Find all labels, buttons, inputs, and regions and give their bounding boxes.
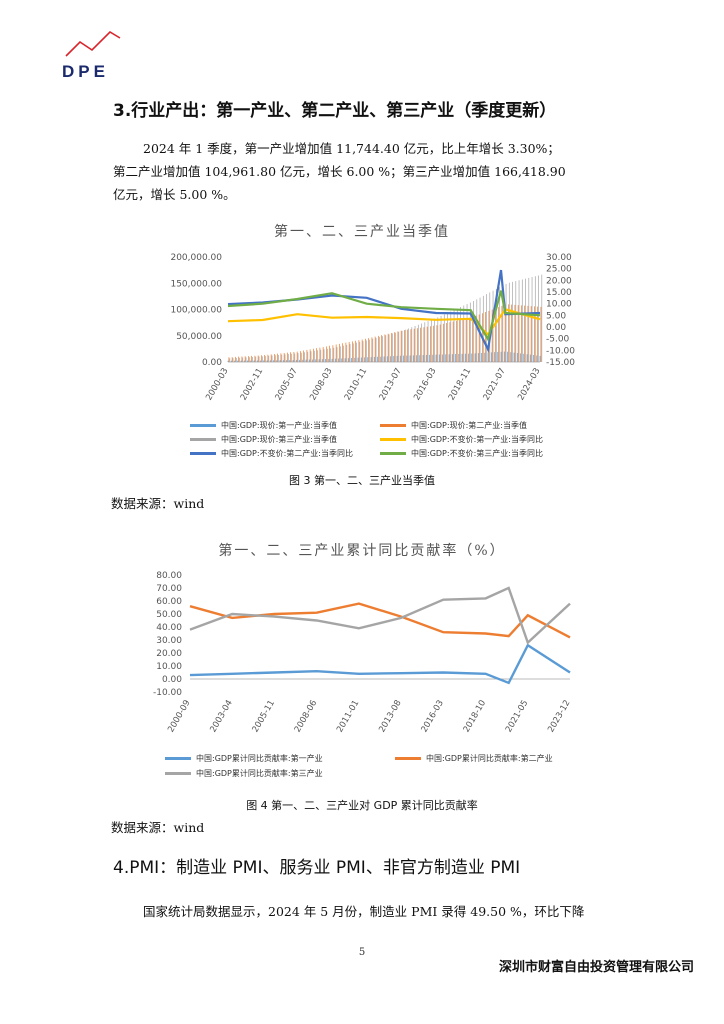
chart1-right-tick: -5.00	[546, 335, 570, 345]
figure4-source: 数据来源：wind	[111, 820, 205, 835]
chart1-title: 第一、二、三产业当季值	[274, 224, 450, 240]
chart2-y-tick: 80.00	[156, 571, 182, 581]
chart1-legend-label: 中国:GDP:不变价:第三产业:当季同比	[411, 449, 543, 458]
chart1-right-tick: 25.00	[546, 265, 572, 275]
chart2-x-tick: 2016-03	[420, 699, 446, 735]
chart2-y-tick: 10.00	[156, 662, 182, 672]
chart1-x-tick: 2016-03	[412, 367, 438, 403]
para-line-3: 亿元，增长 5.00 %。	[113, 187, 236, 202]
chart2-legend-label: 中国:GDP累计同比贡献率:第三产业	[196, 769, 323, 778]
para-line-1: 2024 年 1 季度，第一产业增加值 11,744.40 亿元，比上年增长 3…	[143, 141, 560, 156]
section4-paragraph: 国家统计局数据显示，2024 年 5 月份，制造业 PMI 录得 49.50 %…	[113, 900, 653, 923]
chart1-legend-label: 中国:GDP:不变价:第一产业:当季同比	[411, 435, 543, 444]
chart2-y-tick: 40.00	[156, 623, 182, 633]
chart2-title: 第一、二、三产业累计同比贡献率（%）	[218, 543, 506, 559]
figure3-source: 数据来源：wind	[111, 496, 205, 511]
chart1-right-tick: 10.00	[546, 300, 572, 310]
figure3-caption: 图 3 第一、二、三产业当季值	[289, 474, 435, 487]
chart2-y-tick: 30.00	[156, 636, 182, 646]
page-number: 5	[358, 947, 366, 958]
chart2-x-tick: 2013-08	[377, 699, 403, 735]
chart1-x-tick: 2002-11	[239, 367, 265, 403]
chart1-legend-label: 中国:GDP:现价:第三产业:当季值	[221, 435, 337, 444]
chart1-legend-item: 中国:GDP:不变价:第三产业:当季同比	[380, 448, 543, 459]
chart2-x-tick: 2005-11	[251, 699, 277, 735]
chart2-legend-item: 中国:GDP累计同比贡献率:第三产业	[165, 768, 323, 779]
chart2-legend-label: 中国:GDP累计同比贡献率:第一产业	[196, 754, 323, 763]
chart2-legend-item: 中国:GDP累计同比贡献率:第一产业	[165, 753, 323, 764]
dpe-logo-icon	[65, 30, 121, 57]
chart2-line	[189, 643, 571, 685]
chart1-right-tick: -10.00	[546, 346, 575, 356]
chart2-y-tick: 50.00	[156, 610, 182, 620]
chart1-left-tick: 50,000.00	[176, 332, 222, 342]
chart2-y-tick: 60.00	[156, 597, 182, 607]
chart1-legend-item: 中国:GDP:不变价:第二产业:当季同比	[190, 448, 353, 459]
chart2-svg: -10.00 0.00 10.00 20.00 30.00 40.00 50.00 60.00…	[153, 571, 573, 735]
chart2-y-tick: -10.00	[153, 688, 182, 698]
chart1-left-tick: 0.00	[202, 358, 222, 368]
chart1-svg: 0.00 50,000.00 100,000.00 150,000.00 200,000…	[170, 253, 575, 403]
chart1-x-tick: 2005-07	[274, 367, 300, 403]
section4-para-line: 国家统计局数据显示，2024 年 5 月份，制造业 PMI 录得 49.50 %…	[143, 904, 585, 919]
chart2-x-tick: 2003-04	[208, 699, 234, 735]
section3-title: 3.行业产出：第一产业、第二产业、第三产业（季度更新）	[113, 101, 557, 121]
chart2-x-tick: 2021-05	[504, 699, 530, 735]
chart2-x-tick: 2023-12	[546, 699, 572, 735]
chart1-x-tick: 2000-03	[204, 367, 230, 403]
chart1-legend-label: 中国:GDP:现价:第二产业:当季值	[411, 421, 527, 430]
chart1-line	[227, 290, 541, 342]
chart1-left-tick: 100,000.00	[170, 306, 222, 316]
chart2-x-tick: 2011-01	[335, 699, 361, 735]
chart1-x-tick: 2013-07	[378, 367, 404, 403]
chart1-left-tick: 200,000.00	[170, 253, 222, 263]
chart2-legend-item: 中国:GDP累计同比贡献率:第二产业	[395, 753, 553, 764]
chart1-legend-label: 中国:GDP:现价:第一产业:当季值	[221, 421, 337, 430]
chart2-legend: 中国:GDP累计同比贡献率:第一产业 中国:GDP累计同比贡献率:第二产业 中国…	[165, 753, 595, 783]
chart1-x-tick: 2021-07	[482, 367, 508, 403]
chart1-right-tick: 15.00	[546, 288, 572, 298]
chart1-x-tick: 2024-03	[516, 367, 542, 403]
chart1-legend-item: 中国:GDP:现价:第一产业:当季值	[190, 420, 337, 431]
chart1-right-tick: 30.00	[546, 253, 572, 263]
chart2-y-tick: 0.00	[162, 675, 182, 685]
chart1-legend-item: 中国:GDP:不变价:第一产业:当季同比	[380, 434, 543, 445]
para-line-2: 第二产业增加值 104,961.80 亿元，增长 6.00 %；第三产业增加值 …	[113, 164, 566, 179]
chart2-legend-label: 中国:GDP累计同比贡献率:第二产业	[426, 754, 553, 763]
chart1-legend-label: 中国:GDP:不变价:第二产业:当季同比	[221, 449, 353, 458]
chart1-line	[227, 308, 541, 337]
chart2-x-tick: 2018-10	[462, 699, 488, 735]
chart1-x-tick: 2018-11	[447, 367, 473, 403]
footer-company: 深圳市财富自由投资管理有限公司	[498, 960, 694, 975]
chart1-legend-item: 中国:GDP:现价:第三产业:当季值	[190, 434, 337, 445]
logo-text: DPE	[62, 62, 109, 81]
chart1-right-tick: 0.00	[546, 323, 566, 333]
section3-paragraph: 2024 年 1 季度，第一产业增加值 11,744.40 亿元，比上年增长 3…	[113, 137, 623, 206]
chart2-x-tick: 2008-06	[293, 699, 319, 735]
chart1-x-tick: 2008-03	[308, 367, 334, 403]
chart1-right-tick: 20.00	[546, 276, 572, 286]
chart1-right-tick: -15.00	[546, 358, 575, 368]
chart2-x-tick: 2000-09	[166, 699, 192, 735]
section4-title: 4.PMI：制造业 PMI、服务业 PMI、非官方制造业 PMI	[113, 858, 521, 878]
chart1-x-tick: 2010-11	[343, 367, 369, 403]
chart1-left-tick: 150,000.00	[170, 279, 222, 289]
chart2-y-tick: 70.00	[156, 584, 182, 594]
figure4-caption: 图 4 第一、二、三产业对 GDP 累计同比贡献率	[246, 799, 478, 812]
chart1-right-tick: 5.00	[546, 311, 566, 321]
chart1-legend: 中国:GDP:现价:第一产业:当季值 中国:GDP:现价:第二产业:当季值 中国…	[190, 420, 610, 460]
chart1-legend-item: 中国:GDP:现价:第二产业:当季值	[380, 420, 527, 431]
chart2-line	[189, 602, 571, 639]
chart2-line	[189, 586, 571, 645]
chart2-y-tick: 20.00	[156, 649, 182, 659]
